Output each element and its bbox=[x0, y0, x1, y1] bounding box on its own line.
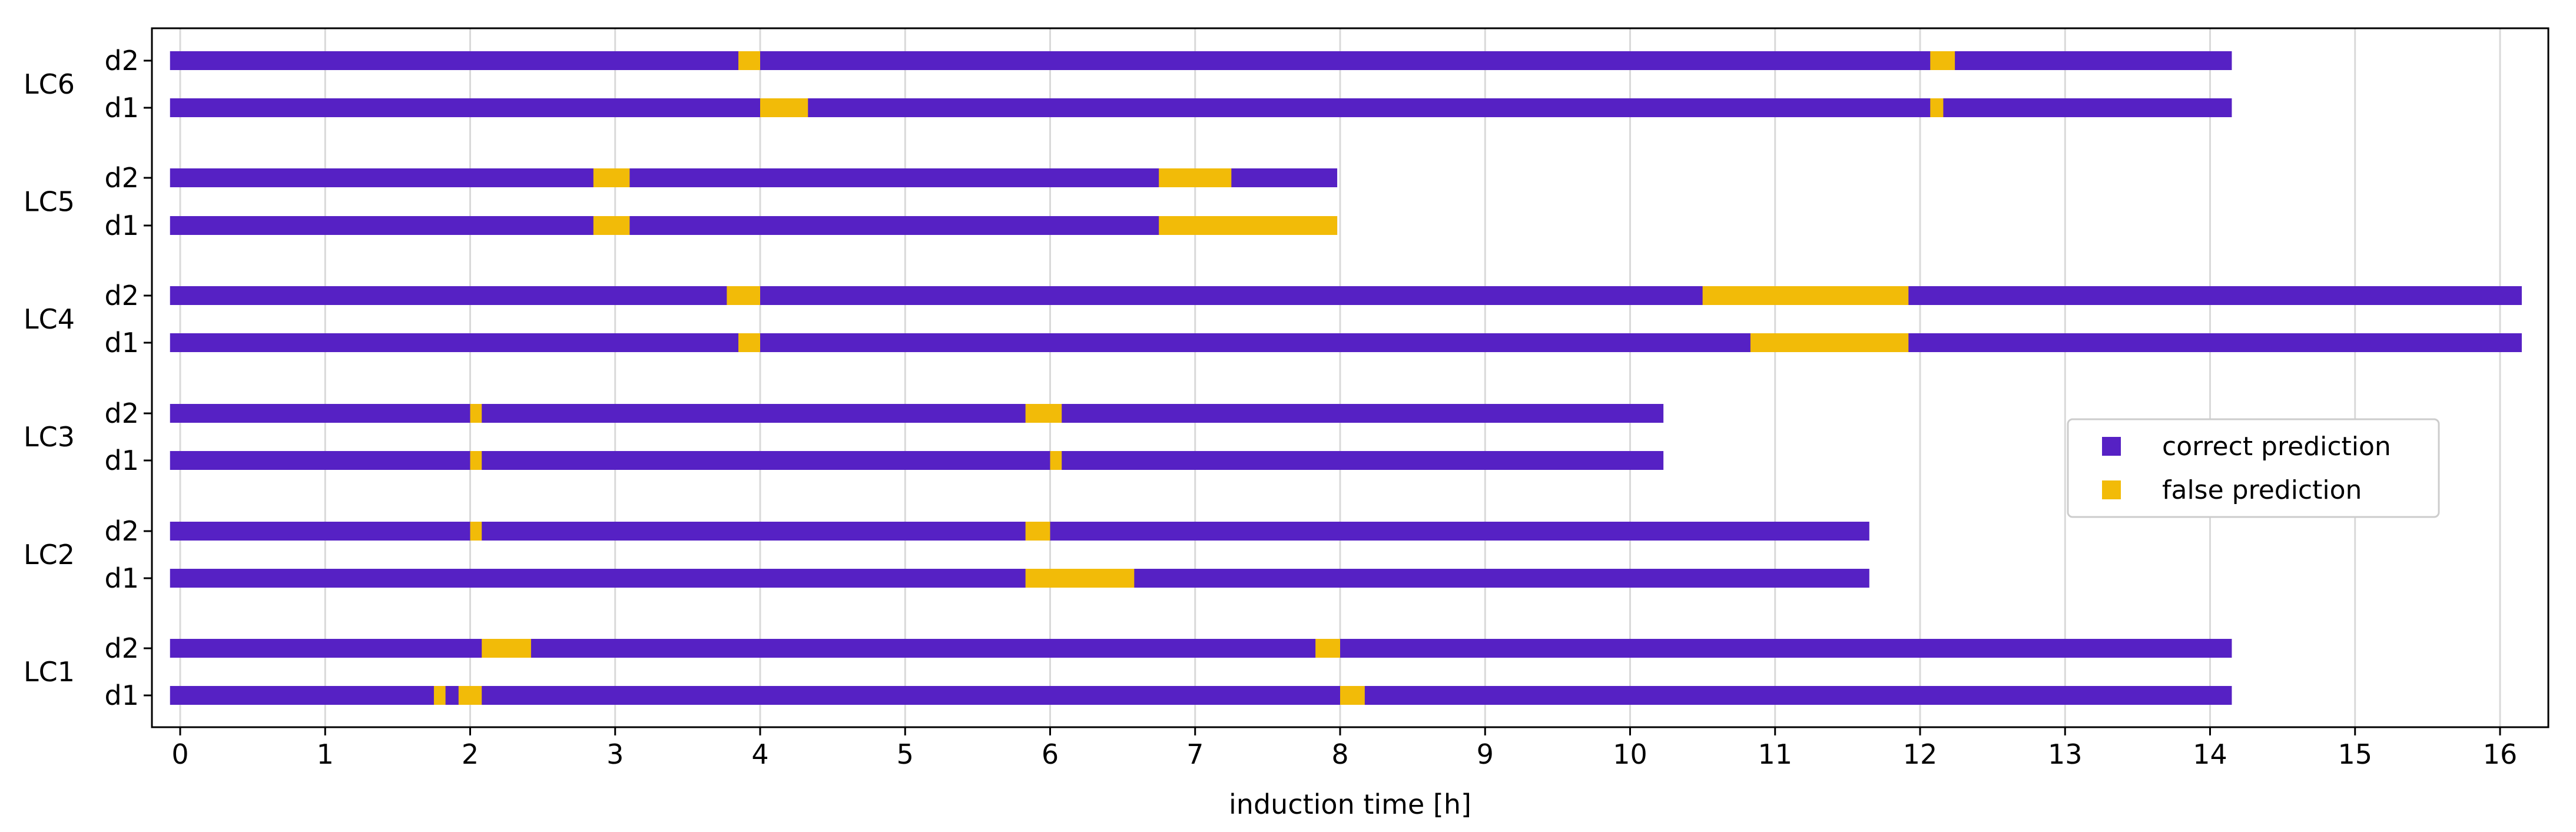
x-tick-label: 2 bbox=[462, 738, 479, 770]
bar-false-lc6-d2 bbox=[738, 51, 760, 70]
group-label-lc1: LC1 bbox=[24, 656, 75, 688]
x-tick-label: 9 bbox=[1477, 738, 1494, 770]
bar-correct-lc3-d2 bbox=[170, 404, 1664, 423]
x-tick-label: 1 bbox=[317, 738, 334, 770]
legend-label-false: false prediction bbox=[2162, 475, 2362, 505]
bar-false-lc2-d2 bbox=[470, 522, 482, 541]
bar-correct-lc4-d1 bbox=[170, 333, 2522, 352]
x-tick-label: 7 bbox=[1186, 738, 1204, 770]
bar-false-lc5-d2 bbox=[1159, 168, 1232, 187]
x-tick-label: 4 bbox=[751, 738, 768, 770]
x-axis-label: induction time [h] bbox=[1229, 788, 1471, 820]
x-tick-label: 13 bbox=[2048, 738, 2083, 770]
bar-correct-lc5-d1 bbox=[170, 216, 1338, 235]
row-label: d1 bbox=[105, 210, 139, 241]
bar-false-lc4-d1 bbox=[1750, 333, 1909, 352]
row-label: d2 bbox=[105, 45, 139, 77]
row-label: d1 bbox=[105, 92, 139, 124]
row-label: d1 bbox=[105, 445, 139, 476]
row-label: d2 bbox=[105, 280, 139, 311]
x-tick-label: 11 bbox=[1758, 738, 1792, 770]
x-tick-label: 3 bbox=[606, 738, 624, 770]
x-tick-label: 6 bbox=[1042, 738, 1059, 770]
x-tick-label: 14 bbox=[2193, 738, 2227, 770]
legend-swatch-correct bbox=[2102, 437, 2121, 456]
row-label: d2 bbox=[105, 632, 139, 664]
legend-swatch-false bbox=[2102, 480, 2121, 499]
legend: correct prediction false prediction bbox=[2067, 418, 2440, 518]
x-tick-label: 5 bbox=[897, 738, 914, 770]
bar-false-lc1-d2 bbox=[1315, 639, 1340, 658]
x-tick-label: 12 bbox=[1903, 738, 1938, 770]
x-tick-label: 15 bbox=[2338, 738, 2372, 770]
group-label-lc2: LC2 bbox=[24, 539, 75, 571]
bar-false-lc4-d2 bbox=[727, 286, 760, 305]
bar-false-lc5-d1 bbox=[593, 216, 630, 235]
bar-false-lc3-d2 bbox=[1025, 404, 1062, 423]
bar-false-lc6-d1 bbox=[1930, 98, 1944, 117]
bar-false-lc2-d1 bbox=[1025, 569, 1135, 588]
legend-label-correct: correct prediction bbox=[2162, 432, 2391, 462]
x-tick-label: 0 bbox=[171, 738, 188, 770]
bar-false-lc3-d1 bbox=[1050, 451, 1062, 470]
bar-false-lc4-d1 bbox=[738, 333, 760, 352]
y-axis: LC6 d2 d1 LC5 d2 d1 LC4 d2 d1 LC3 d2 d1 LC2 d2 d1 LC1 d2… bbox=[24, 45, 152, 711]
row-label: d2 bbox=[105, 162, 139, 194]
grid-lines bbox=[179, 28, 2501, 727]
bar-false-lc1-d1 bbox=[458, 686, 482, 705]
row-label: d1 bbox=[105, 327, 139, 359]
row-label: d1 bbox=[105, 679, 139, 711]
group-label-lc3: LC3 bbox=[24, 421, 75, 453]
x-axis: 0 1 2 3 4 5 6 7 8 9 10 11 12 13 14 15 16 bbox=[171, 727, 2517, 770]
group-label-lc6: LC6 bbox=[24, 68, 75, 100]
bar-false-lc3-d1 bbox=[470, 451, 482, 470]
bar-correct-lc1-d1 bbox=[170, 686, 2232, 705]
x-tick-label: 8 bbox=[1331, 738, 1348, 770]
bar-false-lc1-d1 bbox=[433, 686, 446, 705]
plot-frame bbox=[151, 27, 2550, 728]
bar-false-lc6-d2 bbox=[1930, 51, 1955, 70]
bar-false-lc1-d1 bbox=[1340, 686, 1365, 705]
bar-correct-lc5-d2 bbox=[170, 168, 1338, 187]
bar-correct-lc6-d1 bbox=[170, 98, 2232, 117]
bar-false-lc4-d2 bbox=[1702, 286, 1909, 305]
bar-correct-lc2-d1 bbox=[170, 569, 1869, 588]
bar-false-lc6-d1 bbox=[760, 98, 808, 117]
bar-correct-lc4-d2 bbox=[170, 286, 2522, 305]
row-label: d2 bbox=[105, 397, 139, 429]
bar-false-lc1-d2 bbox=[482, 639, 531, 658]
bar-correct-lc3-d1 bbox=[170, 451, 1664, 470]
bar-correct-lc6-d2 bbox=[170, 51, 2232, 70]
bar-false-lc2-d2 bbox=[1025, 522, 1050, 541]
bar-false-lc5-d2 bbox=[593, 168, 630, 187]
legend-box bbox=[2067, 418, 2440, 518]
x-tick-label: 16 bbox=[2483, 738, 2518, 770]
row-label: d1 bbox=[105, 562, 139, 594]
group-label-lc5: LC5 bbox=[24, 186, 75, 218]
bar-false-lc5-d1 bbox=[1159, 216, 1338, 235]
group-label-lc4: LC4 bbox=[24, 303, 75, 335]
bar-correct-lc1-d2 bbox=[170, 639, 2232, 658]
bar-correct-lc2-d2 bbox=[170, 522, 1869, 541]
row-label: d2 bbox=[105, 515, 139, 547]
prediction-bars bbox=[170, 51, 2522, 705]
x-tick-label: 10 bbox=[1613, 738, 1647, 770]
bar-false-lc3-d2 bbox=[470, 404, 482, 423]
